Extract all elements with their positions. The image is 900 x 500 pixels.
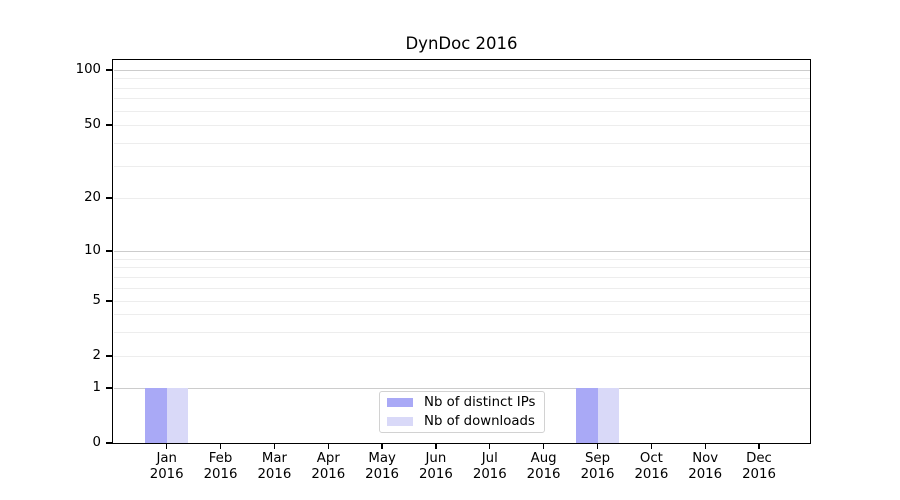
y-tick-mark-50 <box>106 124 112 126</box>
y-tick-mark-20 <box>106 197 112 199</box>
y-tick-mark-1 <box>106 387 112 389</box>
y-minor-gridline-9 <box>114 258 810 260</box>
x-tick-label-apr: Apr 2016 <box>311 451 345 483</box>
x-tick-year: 2016 <box>418 467 453 482</box>
legend-label-distinct-ips: Nb of distinct IPs <box>424 395 536 410</box>
bar-sep-nb-of-downloads <box>597 388 619 443</box>
x-tick-year: 2016 <box>742 467 776 482</box>
x-tick-mark-aug <box>542 443 545 449</box>
x-tick-mark-jun <box>435 443 437 449</box>
legend-label-downloads: Nb of downloads <box>424 414 535 429</box>
x-tick-month: Sep <box>584 451 611 466</box>
y-tick-label-2: 2 <box>92 348 101 364</box>
y-tick-label-5: 5 <box>92 293 101 309</box>
x-tick-label-jun: Jun 2016 <box>419 451 453 483</box>
x-tick-year: 2016 <box>149 467 184 482</box>
y-gridline-1 <box>114 388 810 389</box>
y-gridline-10 <box>114 251 810 252</box>
x-tick-mark-sep <box>596 443 599 449</box>
x-tick-year: 2016 <box>688 467 723 482</box>
y-gridline-100 <box>114 70 810 71</box>
x-tick-label-nov: Nov 2016 <box>688 451 722 483</box>
chart-title: DynDoc 2016 <box>405 34 518 53</box>
legend-item-distinct-ips: Nb of distinct IPs <box>387 395 537 410</box>
y-minor-gridline-60 <box>114 110 810 112</box>
y-tick-label-100: 100 <box>75 62 101 78</box>
x-tick-year: 2016 <box>526 467 561 482</box>
legend: Nb of distinct IPs Nb of downloads <box>379 391 545 433</box>
x-tick-month: Apr <box>316 451 340 466</box>
x-tick-mark-oct <box>650 443 652 449</box>
x-tick-month: Jun <box>425 451 447 466</box>
x-tick-mark-dec <box>758 443 760 449</box>
y-minor-gridline-8 <box>114 267 810 269</box>
y-minor-gridline-30 <box>114 165 810 167</box>
legend-swatch-downloads <box>387 416 413 427</box>
x-tick-label-mar: Mar 2016 <box>257 451 291 483</box>
bar-sep-nb-of-distinct-ips <box>576 388 598 443</box>
y-minor-gridline-3 <box>114 331 810 333</box>
y-minor-gridline-90 <box>114 78 810 80</box>
x-tick-month: Aug <box>530 451 557 466</box>
y-minor-gridline-70 <box>114 98 810 100</box>
y-tick-label-0: 0 <box>92 435 101 451</box>
y-minor-gridline-7 <box>114 276 810 278</box>
y-tick-label-10: 10 <box>84 243 101 259</box>
x-tick-year: 2016 <box>472 467 507 482</box>
bar-jan-nb-of-downloads <box>166 388 189 443</box>
x-tick-label-jul: Jul 2016 <box>473 451 507 483</box>
x-tick-month: Nov <box>692 451 719 466</box>
y-gridline-50 <box>114 125 810 126</box>
y-gridline-5 <box>114 301 810 302</box>
y-tick-mark-100 <box>106 69 112 71</box>
y-gridline-20 <box>114 198 810 199</box>
y-minor-gridline-80 <box>114 87 810 89</box>
x-tick-label-feb: Feb 2016 <box>204 451 238 483</box>
x-tick-month: Jan <box>156 451 177 466</box>
y-tick-mark-2 <box>106 355 112 357</box>
y-minor-gridline-6 <box>114 287 810 289</box>
y-tick-mark-5 <box>106 300 112 302</box>
x-tick-label-dec: Dec 2016 <box>742 451 776 483</box>
x-tick-year: 2016 <box>257 467 292 482</box>
y-gridline-2 <box>114 356 810 357</box>
y-tick-label-50: 50 <box>84 117 101 133</box>
x-tick-label-aug: Aug 2016 <box>527 451 561 483</box>
y-tick-mark-10 <box>106 250 112 252</box>
x-tick-mark-jul <box>489 443 491 449</box>
x-tick-label-oct: Oct 2016 <box>634 451 668 483</box>
legend-item-downloads: Nb of downloads <box>387 414 537 429</box>
x-tick-year: 2016 <box>203 467 238 482</box>
y-tick-label-20: 20 <box>84 190 101 206</box>
x-tick-month: Jul <box>481 451 498 466</box>
x-tick-year: 2016 <box>311 467 346 482</box>
y-minor-gridline-4 <box>114 314 810 316</box>
x-tick-mark-may <box>381 443 383 449</box>
y-minor-gridline-40 <box>114 142 810 144</box>
y-tick-label-1: 1 <box>92 380 101 396</box>
x-tick-mark-nov <box>704 443 706 449</box>
x-tick-label-sep: Sep 2016 <box>581 451 615 483</box>
y-tick-mark-0 <box>106 442 112 444</box>
x-tick-year: 2016 <box>580 467 615 482</box>
x-tick-month: Mar <box>261 451 287 466</box>
x-tick-mark-apr <box>327 443 329 449</box>
bar-jan-nb-of-distinct-ips <box>145 388 167 443</box>
x-tick-year: 2016 <box>634 467 669 482</box>
x-tick-month: May <box>368 451 396 466</box>
x-tick-mark-jan <box>166 443 168 449</box>
x-tick-label-jan: Jan 2016 <box>150 451 184 483</box>
x-tick-mark-feb <box>219 443 222 449</box>
legend-swatch-distinct-ips <box>387 397 413 408</box>
x-tick-month: Feb <box>208 451 233 466</box>
x-tick-year: 2016 <box>365 467 400 482</box>
x-tick-label-may: May 2016 <box>365 451 399 483</box>
x-tick-month: Oct <box>639 451 663 466</box>
x-tick-month: Dec <box>746 451 772 466</box>
x-tick-mark-mar <box>273 443 276 449</box>
